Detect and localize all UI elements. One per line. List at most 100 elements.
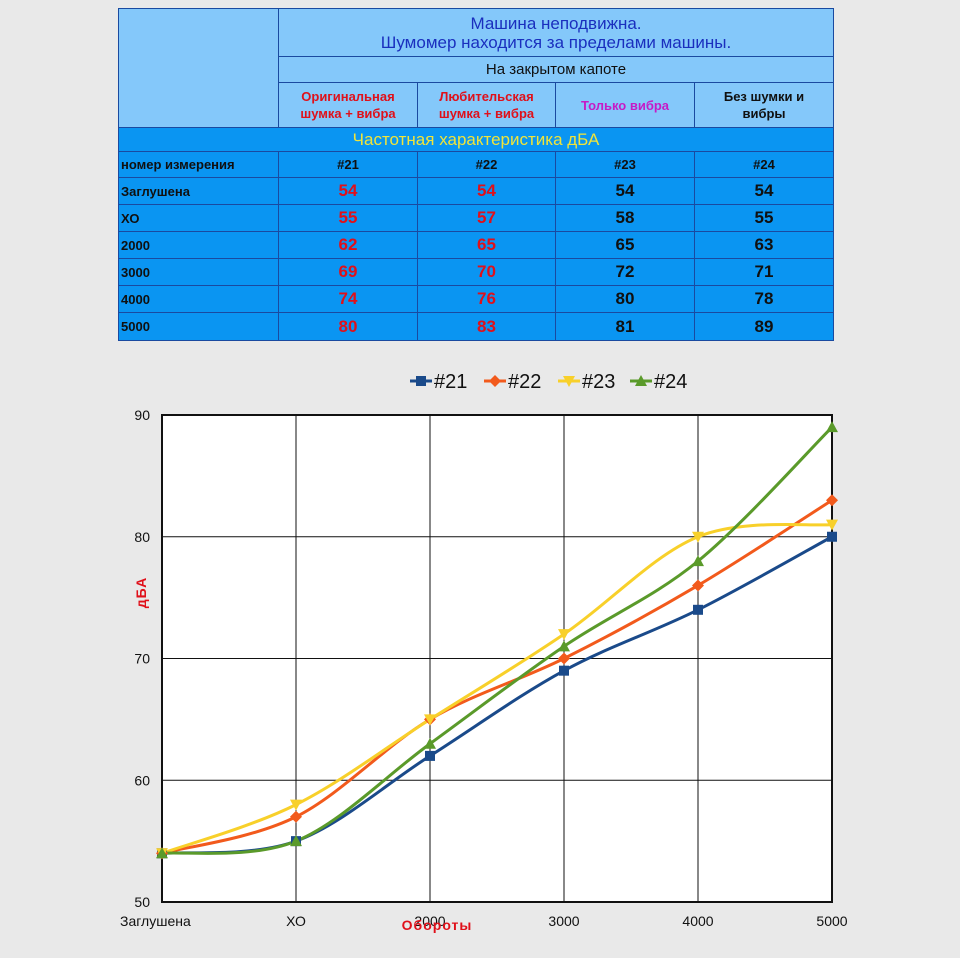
cell-value: 57 (417, 204, 556, 232)
x-tick-label: 3000 (548, 913, 579, 929)
cell-value: 62 (278, 231, 418, 259)
legend-marker-23 (563, 376, 575, 387)
y-tick-label: 90 (134, 407, 150, 423)
cell-value: 70 (417, 258, 556, 286)
data-point-23 (826, 519, 838, 531)
row-label: 2000 (118, 231, 279, 259)
y-tick-label: 80 (134, 529, 150, 545)
cell-value: 74 (278, 285, 418, 313)
cell-value: 54 (694, 177, 834, 205)
data-point-21 (559, 665, 569, 676)
x-tick-label: 5000 (816, 913, 847, 929)
x-tick-label: ХО (286, 913, 306, 929)
table-title: Машина неподвижна. Шумомер находится за … (278, 8, 834, 57)
data-point-24 (156, 847, 168, 859)
legend-label-24: #24 (654, 371, 687, 393)
col-header-21-line1: Оригинальная (301, 89, 395, 104)
number-22: #22 (417, 151, 556, 178)
cell-value: 71 (694, 258, 834, 286)
cell-value: 81 (555, 312, 695, 341)
y-tick-label: 60 (134, 772, 150, 788)
table-row: 5000 80 83 81 89 (118, 312, 834, 341)
cell-value: 76 (417, 285, 556, 313)
cell-value: 83 (417, 312, 556, 341)
cell-value: 58 (555, 204, 695, 232)
data-point-23 (424, 714, 436, 726)
col-header-22: Любительская шумка + вибра (417, 82, 556, 128)
series-line-24 (161, 426, 834, 855)
col-header-24: Без шумки и вибры (694, 82, 834, 128)
line-chart: 50 60 70 80 90 Заглушена ХО 2000 3000 4000 5000 Обо… (120, 371, 848, 933)
row-label: 5000 (118, 312, 279, 341)
data-point-23 (290, 799, 302, 811)
number-23: #23 (555, 151, 695, 178)
row-label: 4000 (118, 285, 279, 313)
cell-value: 55 (694, 204, 834, 232)
cell-value: 78 (694, 285, 834, 313)
col-header-21-line2: шумка + вибра (300, 106, 396, 121)
data-point-21 (827, 531, 837, 542)
table-corner-cell (118, 8, 279, 128)
cell-value: 80 (278, 312, 418, 341)
cell-value: 54 (555, 177, 695, 205)
legend-label-23: #23 (582, 371, 615, 393)
number-24: #24 (694, 151, 834, 178)
cell-value: 55 (278, 204, 418, 232)
y-tick-label: 50 (134, 894, 150, 910)
data-point-22 (692, 579, 704, 592)
data-point-24 (290, 835, 302, 847)
data-point-22 (290, 810, 302, 823)
band-title: Частотная характеристика дБА (118, 127, 834, 152)
x-tick-label: Заглушена (120, 913, 191, 929)
number-21: #21 (278, 151, 418, 178)
data-point-24 (424, 737, 436, 749)
data-point-22 (558, 652, 570, 665)
y-tick-label: 70 (134, 651, 150, 667)
data-point-24 (558, 640, 570, 652)
col-header-22-line1: Любительская (439, 89, 534, 104)
table-row: 4000 74 76 80 78 (118, 285, 834, 313)
cell-value: 89 (694, 312, 834, 341)
table-row: ХО 55 57 58 55 (118, 204, 834, 232)
cell-value: 65 (555, 231, 695, 259)
legend-marker-21 (416, 376, 426, 386)
table-row: Заглушена 54 54 54 54 (118, 177, 834, 205)
col-header-21: Оригинальная шумка + вибра (278, 82, 418, 128)
plot-border (161, 414, 833, 903)
cell-value: 54 (278, 177, 418, 205)
data-point-21 (425, 750, 435, 761)
data-point-24 (692, 555, 704, 567)
cell-value: 80 (555, 285, 695, 313)
table-subtitle: На закрытом капоте (278, 56, 834, 83)
row-label: ХО (118, 204, 279, 232)
cell-value: 63 (694, 231, 834, 259)
legend-label-22: #22 (508, 371, 541, 393)
row-label: Заглушена (118, 177, 279, 205)
legend-marker-24 (635, 375, 647, 386)
y-axis-label: дБА (133, 577, 149, 609)
legend-label-21: #21 (434, 371, 467, 393)
series-line-23 (161, 522, 833, 855)
cell-value: 72 (555, 258, 695, 286)
table-title-line1: Машина неподвижна. (470, 13, 642, 33)
data-point-22 (826, 494, 838, 507)
cell-value: 54 (417, 177, 556, 205)
x-tick-label: 4000 (682, 913, 713, 929)
cell-value: 69 (278, 258, 418, 286)
number-row-label: номер измерения (118, 151, 279, 178)
legend-marker-22 (489, 375, 501, 387)
x-tick-label: 2000 (414, 913, 445, 929)
data-point-21 (693, 604, 703, 615)
x-axis-label: Обороты (402, 917, 473, 933)
series-line-22 (161, 498, 833, 855)
row-label: 3000 (118, 258, 279, 286)
col-header-24-line2: вибры (742, 106, 786, 121)
table-title-line2: Шумомер находится за пределами машины. (380, 32, 732, 52)
cell-value: 65 (417, 231, 556, 259)
table-row: 3000 69 70 72 71 (118, 258, 834, 286)
data-table: Машина неподвижна. Шумомер находится за … (118, 8, 834, 341)
data-point-23 (558, 629, 570, 641)
data-point-23 (692, 531, 704, 543)
col-header-22-line2: шумка + вибра (438, 106, 535, 121)
col-header-23: Только вибра (555, 82, 695, 128)
